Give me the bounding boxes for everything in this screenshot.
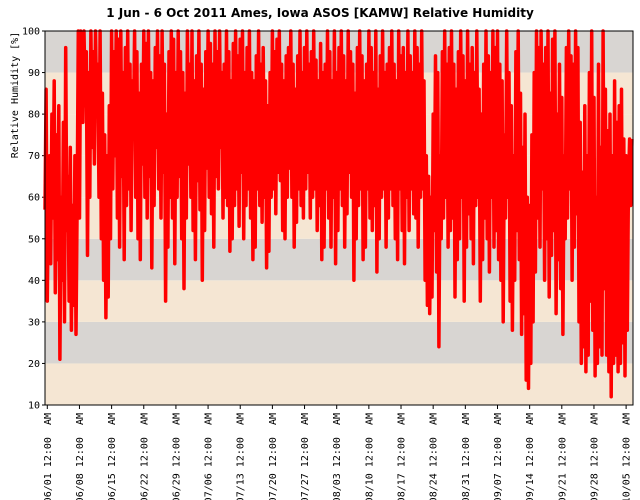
x-tick-label: 08/10 12:00 AM xyxy=(364,413,375,500)
x-tick-label: 08/31 12:00 AM xyxy=(461,413,472,500)
x-tick-label: 06/15 12:00 AM xyxy=(107,413,118,500)
x-tick-label: 06/22 12:00 AM xyxy=(139,413,150,500)
x-tick-label: 08/03 12:00 AM xyxy=(332,413,343,500)
band-10-20 xyxy=(45,363,633,405)
x-tick-label: 07/13 12:00 AM xyxy=(236,413,247,500)
y-tick-label: 80 xyxy=(28,110,40,121)
x-tick-label: 07/20 12:00 AM xyxy=(268,413,279,500)
x-tick-label: 08/24 12:00 AM xyxy=(429,413,440,500)
y-tick-label: 60 xyxy=(28,193,40,204)
y-tick-label: 10 xyxy=(28,401,40,412)
y-tick-label: 90 xyxy=(28,68,40,79)
chart-title: 1 Jun - 6 Oct 2011 Ames, Iowa ASOS [KAMW… xyxy=(106,6,534,20)
y-axis-ticks: 10 20 30 40 50 60 70 80 90 100 xyxy=(22,27,45,412)
band-30-40 xyxy=(45,280,633,322)
x-tick-label: 07/06 12:00 AM xyxy=(204,413,215,500)
x-tick-label: 10/05 12:00 AM xyxy=(622,413,633,500)
x-tick-label: 09/14 12:00 AM xyxy=(525,413,536,500)
y-tick-label: 30 xyxy=(28,317,40,328)
x-tick-label: 07/27 12:00 AM xyxy=(300,413,311,500)
x-tick-label: 06/08 12:00 AM xyxy=(75,413,86,500)
y-tick-label: 50 xyxy=(28,234,40,245)
y-tick-label: 100 xyxy=(22,27,40,38)
y-tick-label: 20 xyxy=(28,359,40,370)
y-axis-label: Relative Humidity [%] xyxy=(10,32,21,158)
x-axis-ticks: 06/01 12:00 AM 06/08 12:00 AM 06/15 12:00 … xyxy=(43,405,633,500)
x-tick-label: 06/29 12:00 AM xyxy=(171,413,182,500)
x-tick-label: 09/28 12:00 AM xyxy=(589,413,600,500)
y-tick-label: 40 xyxy=(28,276,40,287)
x-tick-label: 09/21 12:00 AM xyxy=(557,413,568,500)
band-20-30 xyxy=(45,321,633,364)
x-tick-label: 08/17 12:00 AM xyxy=(397,413,408,500)
x-tick-label: 06/01 12:00 AM xyxy=(43,413,54,500)
x-tick-label: 09/07 12:00 AM xyxy=(493,413,504,500)
y-tick-label: 70 xyxy=(28,151,40,162)
plot-frame xyxy=(44,30,634,406)
humidity-series-line xyxy=(43,29,634,399)
